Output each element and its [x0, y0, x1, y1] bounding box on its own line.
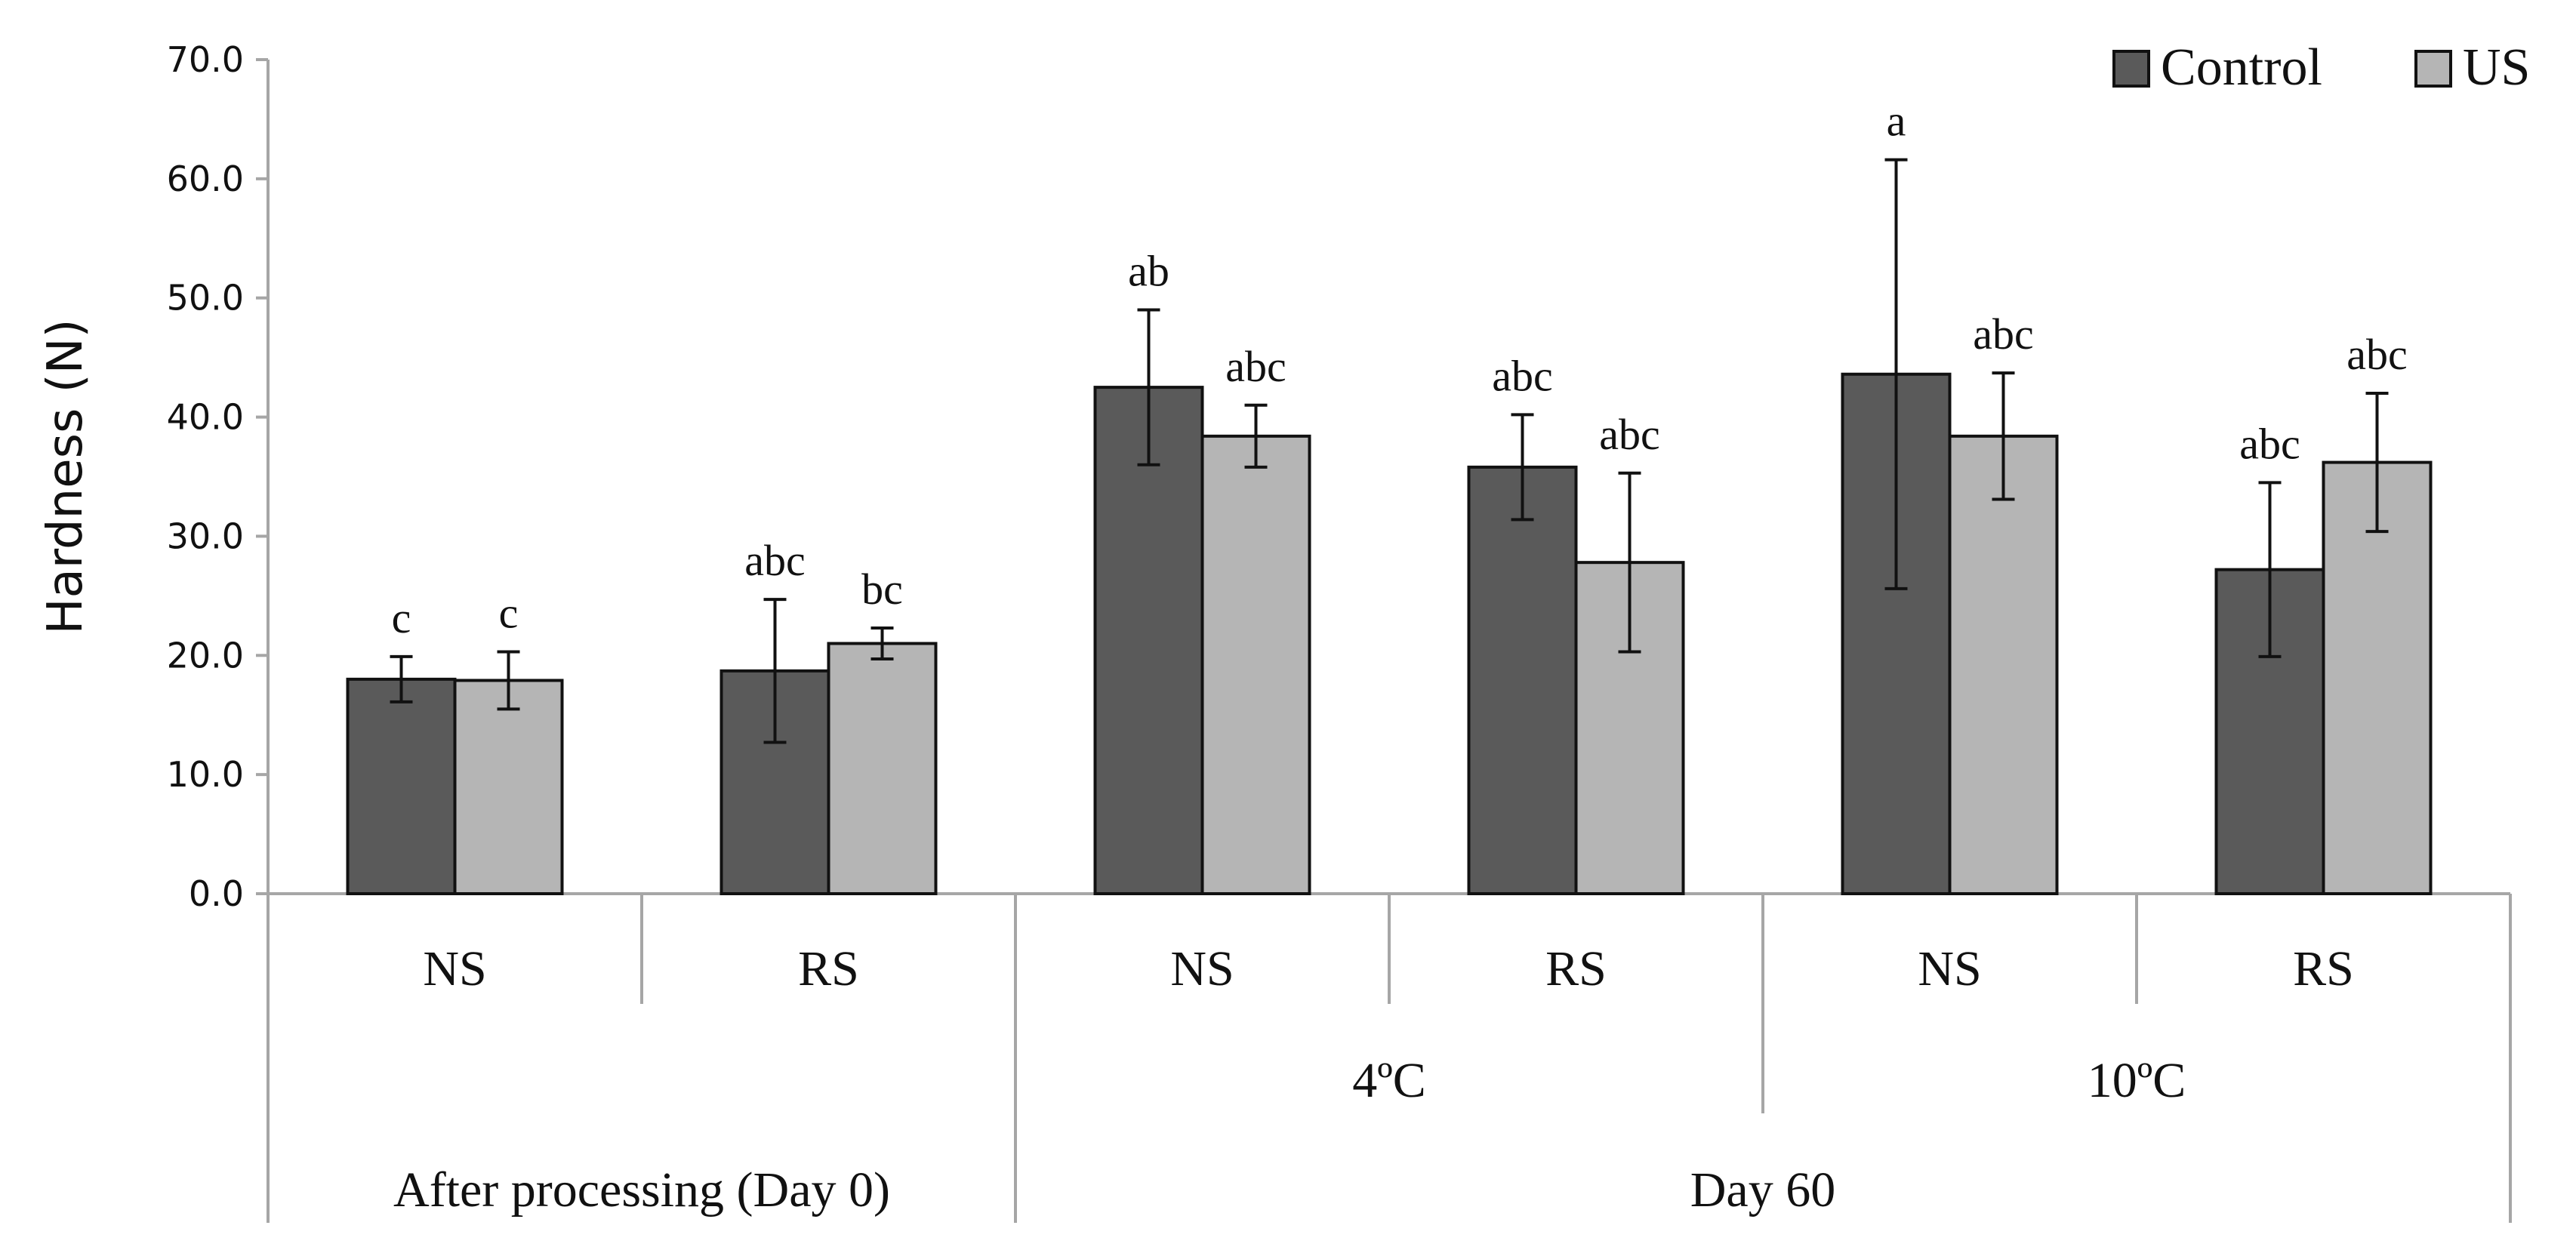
y-axis-title: Hardness (N) [38, 319, 94, 635]
significance-label-us: abc [1599, 410, 1660, 459]
legend-label-control: Control [2161, 38, 2322, 97]
bar-control [1467, 465, 1578, 895]
significance-label-control: ab [1128, 247, 1169, 296]
significance-label-us: abc [2346, 330, 2408, 379]
bar-us [1948, 434, 2059, 895]
significance-label-us: c [499, 589, 519, 638]
significance-label-us: bc [861, 565, 903, 614]
y-tick-label: 60.0 [167, 159, 244, 199]
bar-control [1093, 386, 1204, 895]
category-label: NS [423, 941, 486, 996]
bar-us [1200, 434, 1311, 895]
category-label: RS [2293, 941, 2354, 996]
significance-label-control: a [1887, 97, 1906, 146]
y-tick-label: 70.0 [167, 39, 244, 80]
bar-control [346, 677, 457, 895]
category-label: RS [1545, 941, 1607, 996]
y-tick-label: 50.0 [167, 278, 244, 319]
error-bars-layer [390, 158, 2389, 744]
significance-label-control: abc [1492, 351, 1553, 400]
bars-layer [346, 372, 2433, 896]
significance-label-control: abc [2239, 419, 2300, 468]
storage-group-label: 10ºC [2088, 1053, 2186, 1108]
bar-us [1574, 561, 1685, 896]
significance-label-us: abc [1973, 309, 2034, 359]
significance-label-us: abc [1225, 342, 1286, 391]
legend-swatch-us [2414, 50, 2452, 88]
category-label: NS [1918, 941, 1981, 996]
bar-us [2322, 460, 2433, 895]
y-tick-label: 20.0 [167, 635, 244, 676]
y-tick-label: 10.0 [167, 754, 244, 795]
time-group-label: After processing (Day 0) [393, 1162, 890, 1218]
axes-layer: 0.0 10.0 20.0 30.0 40.0 50.0 60.0 70.0 Hardness … [38, 39, 2512, 1223]
significance-label-control: abc [744, 536, 806, 585]
category-label: NS [1170, 941, 1234, 996]
storage-group-label: 4ºC [1352, 1053, 1426, 1108]
legend-swatch-control [2112, 50, 2150, 88]
time-group-label: Day 60 [1690, 1162, 1835, 1218]
category-label: RS [798, 941, 859, 996]
bar-us [827, 642, 938, 895]
y-tick-label: 0.0 [189, 873, 244, 914]
significance-label-control: c [392, 593, 411, 642]
legend-label-us: US [2463, 38, 2530, 97]
bar-us [453, 679, 564, 896]
y-tick-label: 30.0 [167, 516, 244, 556]
y-tick-label: 40.0 [167, 397, 244, 438]
legend: Control US [2112, 38, 2530, 97]
